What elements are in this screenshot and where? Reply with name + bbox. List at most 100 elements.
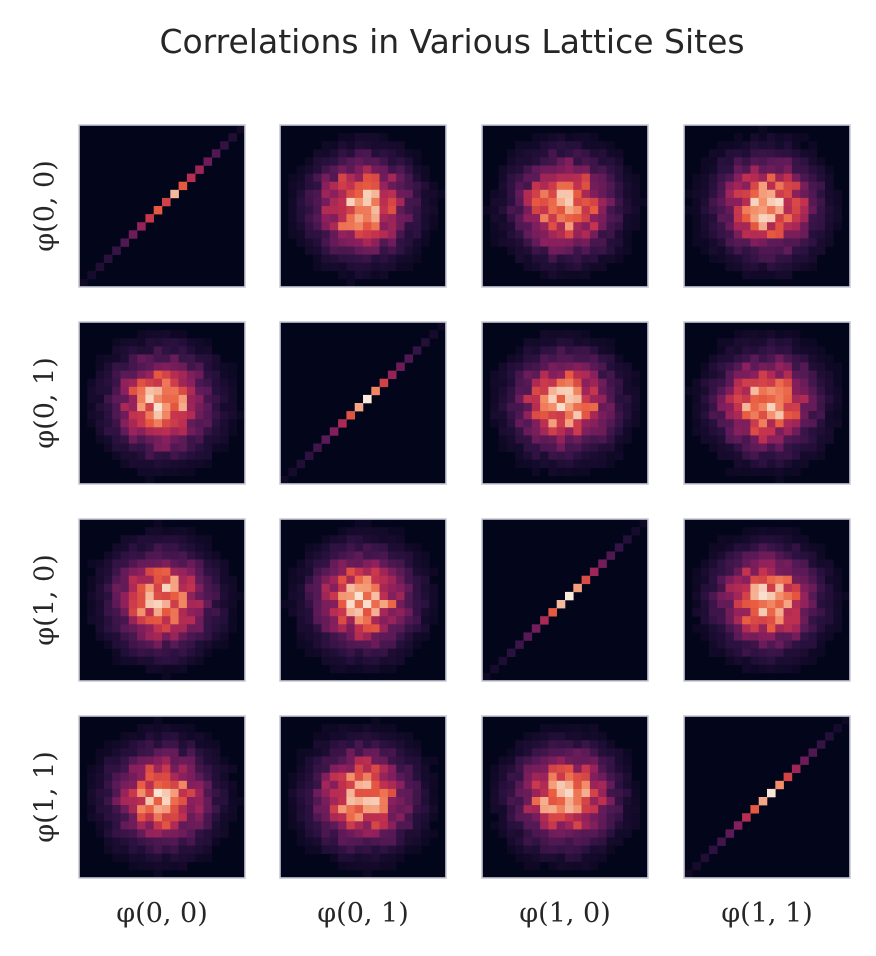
heatmap-cell bbox=[103, 419, 113, 428]
heatmap-cell bbox=[396, 624, 405, 633]
heatmap-cell bbox=[791, 583, 801, 593]
heatmap-cell bbox=[103, 403, 113, 412]
heatmap-cell bbox=[816, 648, 826, 657]
heatmap-cell bbox=[137, 330, 146, 339]
heatmap-cell bbox=[387, 616, 397, 625]
heatmap-cell bbox=[531, 157, 541, 166]
heatmap-panel-r2-c2 bbox=[481, 518, 649, 682]
heatmap-cell bbox=[725, 419, 735, 428]
heatmap-cell bbox=[565, 724, 574, 733]
heatmap-cell bbox=[137, 853, 146, 863]
heatmap-cell bbox=[338, 740, 347, 749]
heatmap-cell bbox=[565, 141, 574, 150]
heatmap-cell bbox=[606, 254, 616, 263]
heatmap-cell bbox=[304, 559, 314, 568]
heatmap-cell bbox=[354, 748, 364, 757]
heatmap-cell bbox=[379, 600, 389, 609]
heatmap-cell bbox=[531, 740, 541, 749]
heatmap-cell bbox=[775, 403, 784, 412]
heatmap-cell bbox=[733, 206, 743, 215]
heatmap-cell bbox=[220, 772, 229, 782]
heatmap-cell bbox=[313, 230, 322, 239]
heatmap-cell bbox=[750, 567, 759, 576]
heatmap-cell bbox=[379, 664, 389, 674]
heatmap-cell bbox=[329, 632, 339, 641]
heatmap-cell bbox=[203, 338, 213, 347]
heatmap-cell bbox=[404, 772, 414, 782]
heatmap-cell bbox=[304, 173, 314, 182]
heatmap-cell bbox=[186, 467, 196, 477]
heatmap-cell bbox=[346, 805, 355, 814]
heatmap-cell bbox=[631, 411, 640, 420]
heatmap-cell bbox=[833, 624, 842, 633]
heatmap-cell bbox=[606, 748, 616, 757]
heatmap-cell bbox=[321, 575, 331, 585]
heatmap-cell bbox=[170, 732, 179, 741]
heatmap-cell bbox=[145, 616, 154, 625]
heatmap-cell bbox=[120, 535, 130, 544]
heatmap-cell bbox=[404, 551, 414, 560]
heatmap-cell bbox=[178, 346, 188, 355]
heatmap-cell bbox=[162, 845, 171, 854]
heatmap-cell bbox=[346, 535, 355, 544]
heatmap-cell bbox=[540, 230, 549, 239]
heatmap-cell bbox=[767, 551, 776, 560]
heatmap-cell bbox=[153, 616, 163, 625]
heatmap-cell bbox=[742, 173, 751, 182]
heatmap-cell bbox=[598, 459, 607, 469]
heatmap-cell bbox=[120, 386, 130, 396]
heatmap-cell bbox=[565, 861, 574, 871]
heatmap-cell bbox=[800, 551, 809, 560]
heatmap-cell bbox=[783, 467, 793, 477]
heatmap-cell bbox=[733, 165, 743, 174]
heatmap-cell bbox=[421, 181, 430, 191]
heatmap-cell bbox=[581, 157, 591, 166]
heatmap-cell bbox=[791, 403, 801, 412]
heatmap-cell bbox=[178, 354, 188, 363]
heatmap-cell bbox=[506, 157, 516, 166]
heatmap-cell bbox=[387, 262, 397, 272]
heatmap-cell bbox=[379, 780, 389, 790]
heatmap-cell bbox=[833, 378, 842, 388]
heatmap-cell bbox=[548, 230, 557, 239]
heatmap-cell bbox=[404, 805, 414, 814]
heatmap-cell bbox=[304, 189, 314, 199]
heatmap-cell bbox=[153, 821, 163, 830]
heatmap-cell bbox=[733, 362, 743, 371]
heatmap-cell bbox=[304, 157, 314, 166]
heatmap-cell bbox=[120, 338, 130, 347]
heatmap-cell bbox=[329, 788, 339, 798]
heatmap-cell bbox=[825, 189, 834, 199]
heatmap-cell bbox=[589, 459, 599, 469]
heatmap-cell bbox=[95, 829, 105, 838]
heatmap-cell bbox=[228, 394, 237, 404]
heatmap-cell bbox=[137, 829, 146, 838]
heatmap-cell bbox=[791, 362, 801, 371]
heatmap-cell bbox=[758, 378, 768, 388]
heatmap-cell bbox=[313, 246, 322, 255]
heatmap-cell bbox=[304, 451, 314, 460]
heatmap-cell bbox=[573, 206, 582, 215]
heatmap-cell bbox=[313, 608, 322, 617]
heatmap-cell bbox=[346, 732, 355, 741]
heatmap-cell bbox=[363, 656, 372, 666]
heatmap-cell bbox=[548, 780, 557, 790]
heatmap-cell bbox=[220, 362, 229, 371]
heatmap-cell bbox=[700, 600, 710, 609]
heatmap-cell bbox=[733, 354, 743, 363]
heatmap-cell bbox=[304, 551, 314, 560]
heatmap-cell bbox=[429, 829, 438, 838]
heatmap-cell bbox=[556, 756, 566, 765]
heatmap-cell bbox=[162, 821, 171, 830]
heatmap-cell bbox=[137, 370, 146, 379]
heatmap-cell bbox=[354, 805, 364, 814]
heatmap-cell bbox=[220, 813, 229, 822]
heatmap-cell bbox=[548, 853, 557, 863]
heatmap-cell bbox=[153, 411, 163, 420]
heatmap-cell bbox=[170, 772, 179, 782]
heatmap-cell bbox=[506, 189, 516, 199]
heatmap-cell bbox=[354, 173, 364, 182]
heatmap-cell bbox=[412, 346, 422, 355]
heatmap-cell bbox=[556, 403, 566, 412]
heatmap-cell bbox=[708, 575, 718, 585]
